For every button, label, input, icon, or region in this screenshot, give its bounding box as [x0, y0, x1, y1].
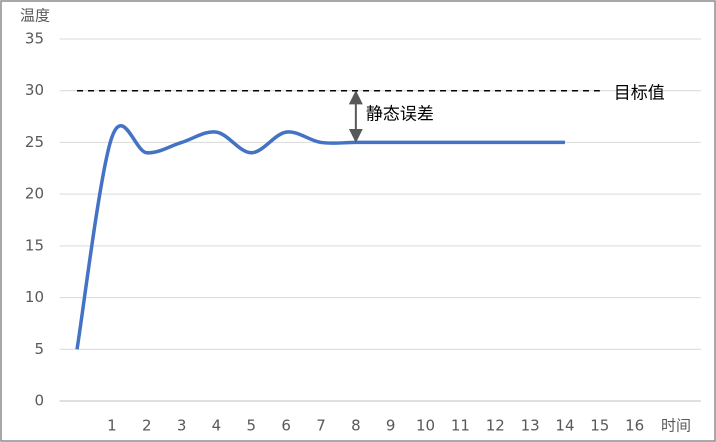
y-tick-label: 15 — [25, 236, 44, 254]
x-tick-label: 5 — [247, 417, 257, 435]
x-tick-label: 10 — [416, 417, 435, 435]
series-line — [75, 124, 565, 350]
x-tick-label: 11 — [451, 417, 470, 435]
y-axis-label: 温度 — [20, 7, 50, 25]
x-tick-label: 8 — [351, 417, 361, 435]
y-tick-label: 25 — [25, 133, 44, 151]
x-tick-label: 12 — [486, 417, 505, 435]
x-tick-label: 16 — [625, 417, 644, 435]
x-tick-label: 7 — [316, 417, 326, 435]
y-tick-label: 35 — [25, 30, 44, 48]
annotation-text: 静态误差 — [366, 105, 434, 125]
target-label: 目标值 — [614, 84, 665, 104]
x-tick-label: 6 — [281, 417, 291, 435]
y-tick-label: 10 — [25, 288, 44, 306]
x-tick-label: 3 — [177, 417, 187, 435]
x-tick-label: 15 — [590, 417, 609, 435]
y-tick-label: 5 — [34, 340, 44, 358]
y-tick-label: 0 — [34, 392, 44, 410]
y-tick-label: 20 — [25, 185, 44, 203]
x-tick-label: 13 — [521, 417, 540, 435]
x-axis-label: 时间 — [661, 417, 691, 435]
x-tick-label: 4 — [212, 417, 222, 435]
y-tick-label: 30 — [25, 81, 44, 99]
x-tick-label: 2 — [142, 417, 152, 435]
x-tick-label: 9 — [386, 417, 396, 435]
x-tick-label: 14 — [555, 417, 574, 435]
x-tick-label: 1 — [107, 417, 117, 435]
